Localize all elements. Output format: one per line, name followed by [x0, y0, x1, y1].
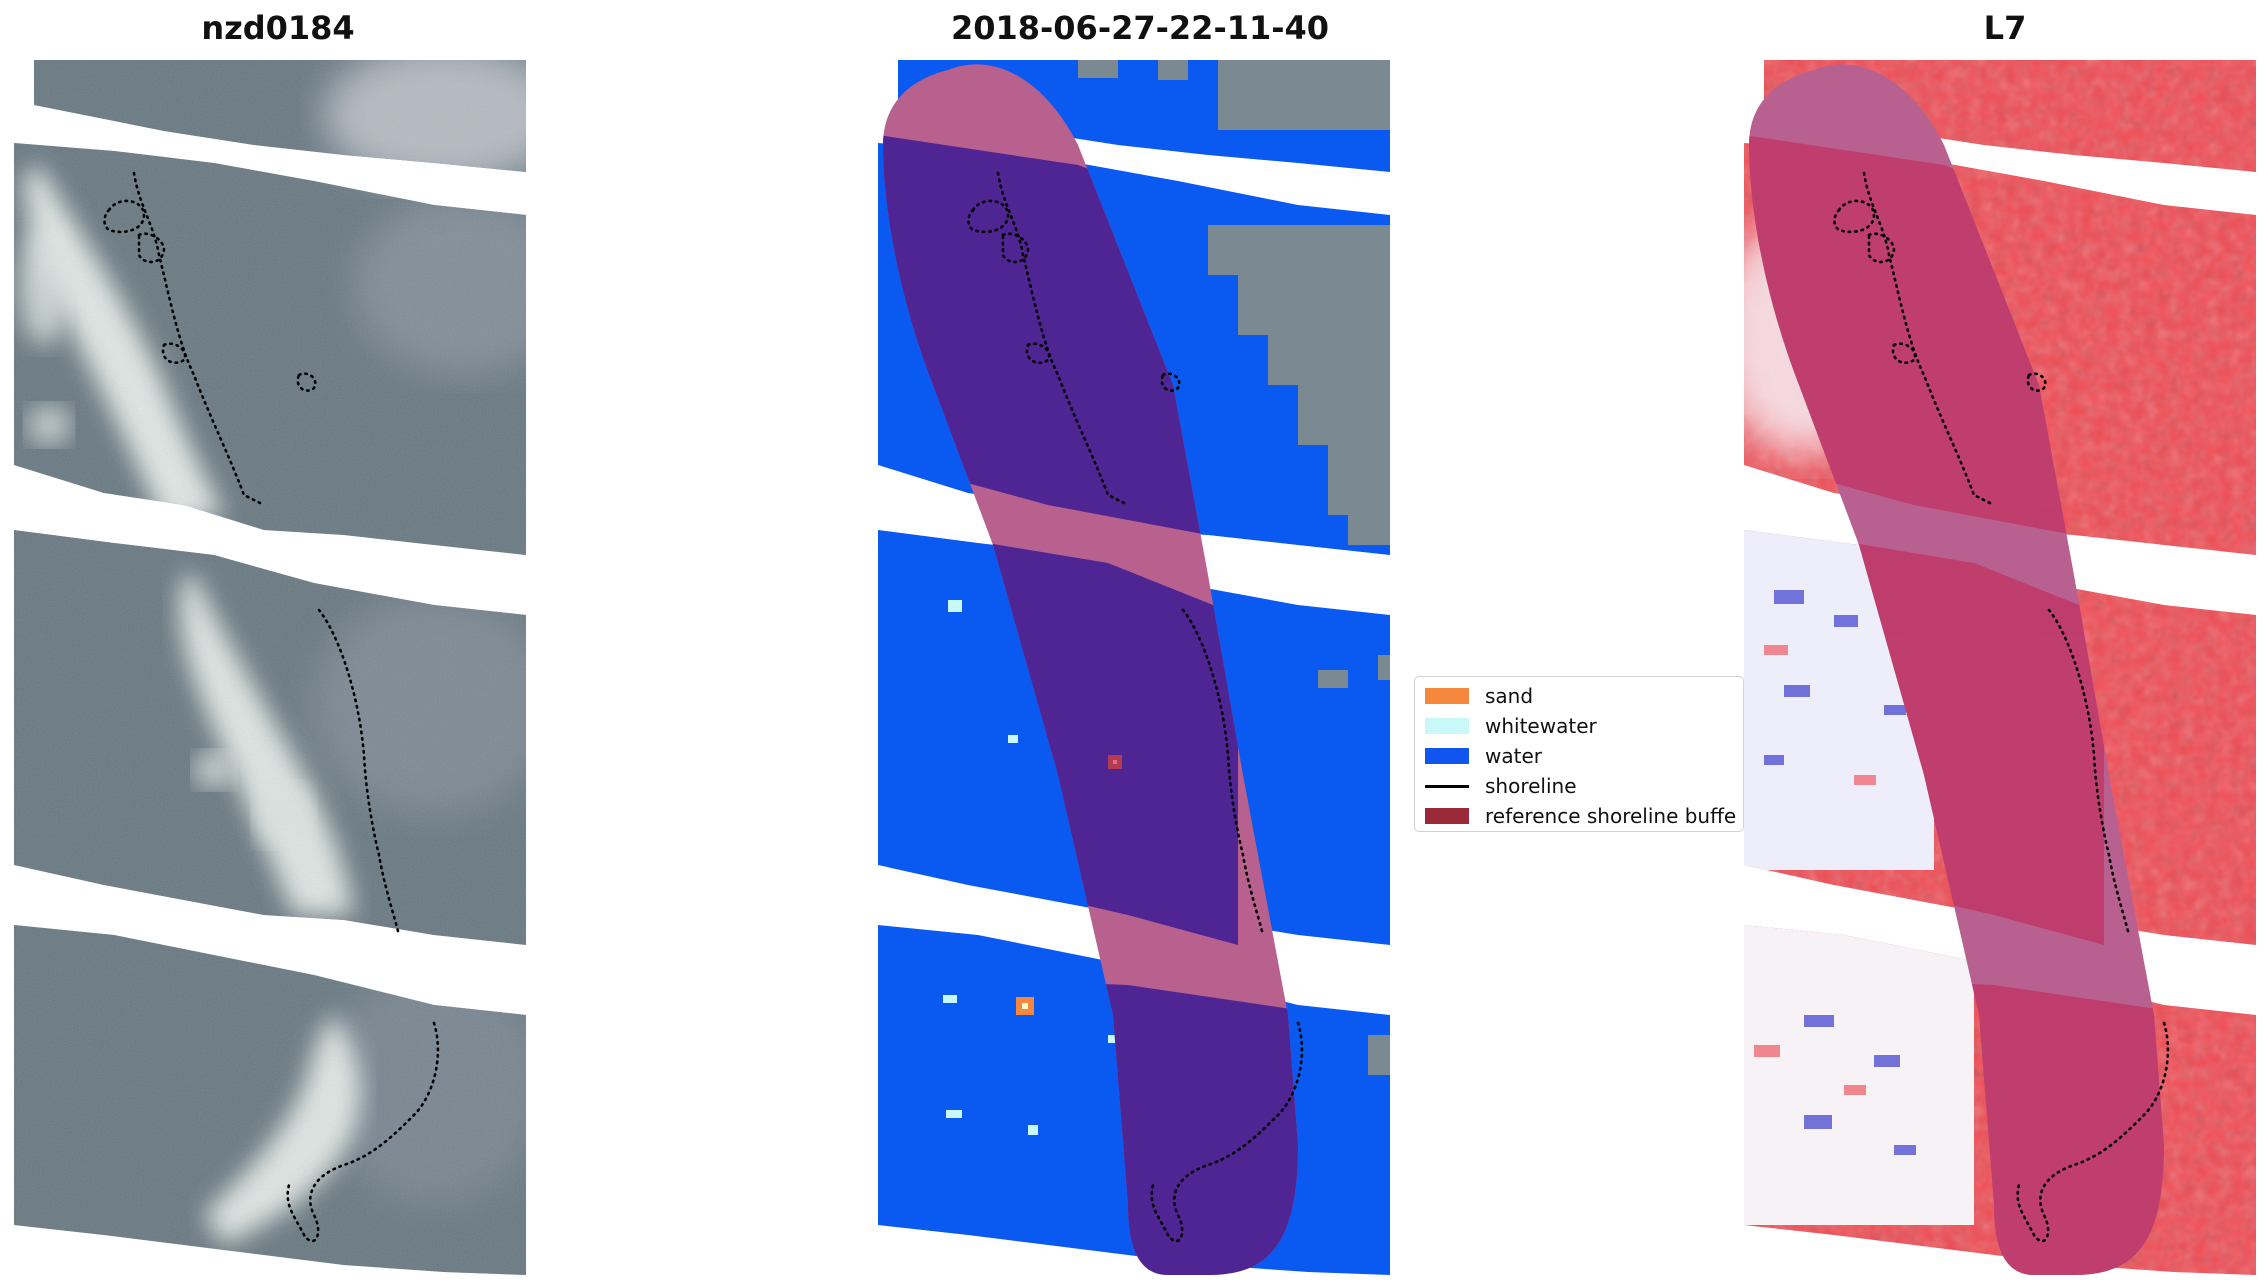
panel-title-index: L7: [1983, 9, 2027, 47]
buffer-swatch: [1425, 808, 1469, 824]
water-swatch: [1425, 748, 1469, 764]
classified-image-panel: [878, 60, 1390, 1275]
legend-item-sand: sand: [1425, 681, 1743, 711]
legend: sand whitewater water shoreline referenc…: [1414, 676, 1744, 832]
rgb-image-panel: [14, 60, 526, 1275]
panel-title-rgb: nzd0184: [201, 9, 355, 47]
legend-label-shoreline: shoreline: [1485, 774, 1577, 798]
legend-item-water: water: [1425, 741, 1743, 771]
legend-item-reference-buffer: reference shoreline buffe: [1425, 801, 1743, 831]
index-image-panel: [1744, 60, 2256, 1275]
sand-swatch: [1425, 688, 1469, 704]
legend-label-sand: sand: [1485, 684, 1534, 708]
whitewater-swatch: [1425, 718, 1469, 734]
legend-item-whitewater: whitewater: [1425, 711, 1743, 741]
shoreline-line-swatch: [1425, 784, 1469, 788]
legend-label-whitewater: whitewater: [1485, 714, 1597, 738]
panel-title-classified: 2018-06-27-22-11-40: [950, 9, 1330, 47]
legend-label-reference-buffer: reference shoreline buffe: [1485, 804, 1737, 828]
legend-label-water: water: [1485, 744, 1542, 768]
legend-item-shoreline: shoreline: [1425, 771, 1743, 801]
